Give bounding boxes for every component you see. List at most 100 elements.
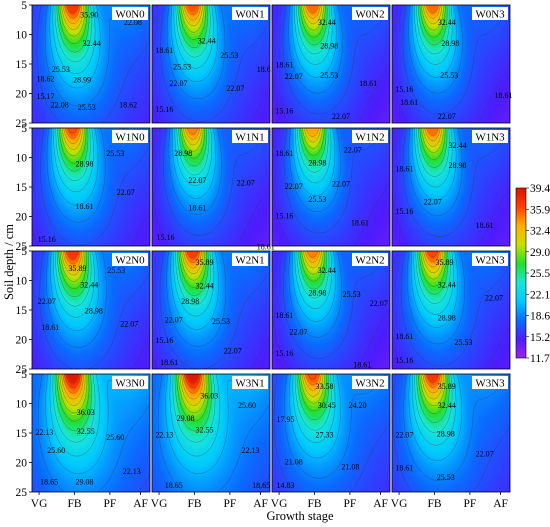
panel-title-box (472, 130, 508, 143)
panel-frame (151, 4, 271, 124)
heat-field (392, 374, 510, 492)
contour-label: 33.58 (316, 382, 334, 391)
x-tick-label: AF (133, 498, 148, 510)
panel-title: W0N3 (475, 9, 505, 21)
contour-label: 15.16 (275, 212, 293, 221)
x-tick-label: PF (343, 498, 356, 510)
contour-label: 25.53 (308, 195, 326, 204)
contour-lines (31, 127, 151, 247)
y-axis-title: Soil depth / cm (2, 224, 16, 300)
contour-label: 18.61 (351, 219, 369, 228)
heat-field (272, 251, 390, 369)
heat-field (152, 251, 270, 369)
y-tick-label: 10 (16, 30, 28, 42)
contour-label: 22.07 (188, 176, 206, 185)
panel-title: W3N1 (235, 378, 264, 390)
contour-label: 32.44 (83, 39, 101, 48)
x-tick-label: FB (187, 498, 201, 510)
contour-label: 18.65 (40, 478, 58, 487)
y-tick-label: 5 (21, 123, 27, 135)
contour-label: 15.16 (395, 207, 413, 216)
heat-field (32, 374, 150, 492)
contour-label: 36.03 (77, 408, 95, 417)
panel-w2n2: 32.44 28.98 25.53 22.07 18.61 22.07 15.16 18.61… (271, 250, 391, 370)
contour-label: 18.62 (37, 74, 55, 83)
panel-w1n0: 25.53 28.98 22.07 18.61 15.16 W1N0 5 10 15 20 25 (16, 123, 151, 253)
panel-title-box (112, 253, 148, 266)
panel-frame (271, 250, 391, 370)
contour-label: 18.61 (395, 332, 413, 341)
colorbar-gradient (515, 187, 527, 359)
contour-label: 18.61 (400, 98, 418, 107)
contour-label: 36.03 (200, 392, 218, 401)
panel-w2n1: 35.89 32.44 28.98 22.07 25.53 15.16 22.07 18.61… (151, 250, 271, 370)
contour-label: 22.07 (485, 293, 503, 302)
panel-w3n0: 36.03 22.13 32.55 25.60 25.60 22.13 18.65 29.08… (16, 369, 151, 510)
contour-label: 18.61 (395, 464, 413, 473)
contour-label: 15.16 (395, 356, 413, 365)
contour-label: 22.07 (344, 146, 362, 155)
contour-label: 18.61 (495, 91, 513, 100)
y-tick-label: 20 (16, 212, 28, 224)
contour-label: 27.33 (316, 431, 334, 440)
contour-label: 17.95 (277, 415, 295, 424)
contour-label: 22.07 (424, 197, 442, 206)
contour-label: 22.07 (226, 84, 244, 93)
x-tick-label: AF (253, 498, 268, 510)
contour-lines (272, 127, 391, 247)
panel-w1n3: 32.44 28.98 18.61 22.07 15.16 18.61 W1N3 (391, 127, 511, 247)
y-tick-label: 25 (16, 364, 28, 376)
contour-label: 32.55 (196, 426, 214, 435)
contour-label: 25.60 (238, 401, 256, 410)
x-tick-label: PF (463, 498, 476, 510)
contour-label: 28.98 (181, 297, 199, 306)
contour-label: 18.62 (119, 100, 137, 109)
contour-label: 32.44 (438, 280, 456, 289)
colorbar-tick-label: 29.0 (530, 247, 550, 259)
y-tick-label: 10 (16, 276, 28, 288)
panel-frame (391, 127, 511, 247)
x-tick-label: AF (493, 498, 508, 510)
panel-title-box (352, 376, 388, 389)
contour-label: 18.61 (476, 221, 494, 230)
contour-label: 22.07 (476, 449, 494, 458)
y-tick-label: 5 (21, 246, 27, 258)
contour-label: 22.13 (155, 431, 173, 440)
x-tick-label: FB (307, 498, 321, 510)
x-tick-label: FB (67, 498, 81, 510)
contour-label: 15.17 (37, 92, 55, 101)
contour-label: 18.61 (275, 311, 293, 320)
panel-title: W2N2 (355, 255, 384, 267)
contour-label: 28.98 (437, 429, 455, 438)
contour-label: 25.53 (107, 266, 125, 275)
contour-label: 22.07 (290, 328, 308, 337)
contour-label: 22.13 (123, 467, 141, 476)
contour-label: 22.07 (237, 179, 255, 188)
x-tick-label: AF (373, 498, 388, 510)
y-tick-label: 15 (16, 428, 28, 440)
contour-label: 32.44 (449, 141, 467, 150)
contour-label: 28.98 (308, 289, 326, 298)
panel-title-box (112, 130, 148, 143)
y-tick-label: 20 (16, 458, 28, 470)
panel-frame (271, 373, 391, 493)
panel-frame (391, 250, 511, 370)
contour-label: 32.44 (80, 280, 98, 289)
heat-field (272, 374, 390, 492)
contour-label: 18.61 (41, 323, 59, 332)
panel-title: W2N3 (475, 255, 505, 267)
panel-title: W0N0 (115, 9, 145, 21)
panel-title-box (352, 253, 388, 266)
contour-label: 22.07 (370, 299, 388, 308)
x-tick-label: VG (391, 498, 408, 510)
panel-title: W1N2 (355, 132, 384, 144)
panel-title-box (112, 376, 148, 389)
contour-label: 32.44 (196, 282, 214, 291)
contour-label: 32.44 (438, 401, 456, 410)
heat-field (32, 5, 150, 123)
contour-label: 28.98 (308, 159, 326, 168)
heat-field (392, 5, 510, 123)
contour-label: 22.07 (224, 346, 242, 355)
contour-label: 18.61 (257, 65, 275, 74)
